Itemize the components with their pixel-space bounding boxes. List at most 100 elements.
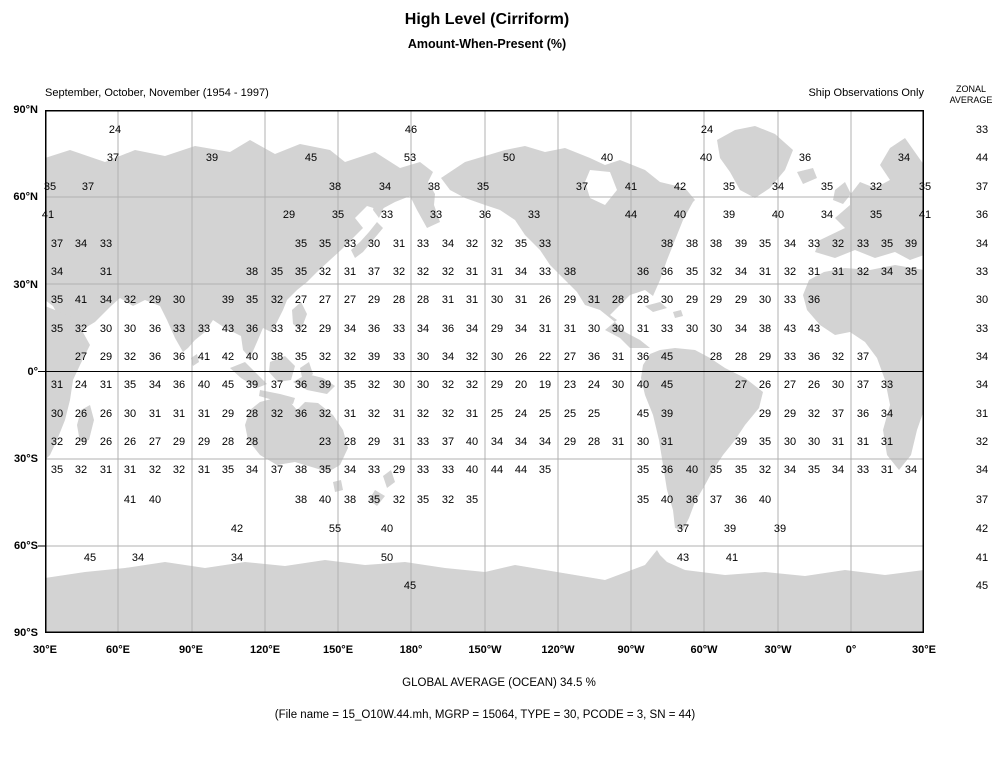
grid-value: 32: [318, 351, 332, 363]
grid-value: 35: [758, 238, 772, 250]
grid-value: 35: [50, 464, 64, 476]
grid-value: 40: [318, 494, 332, 506]
grid-value: 29: [783, 408, 797, 420]
grid-value: 39: [734, 436, 748, 448]
grid-value: 33: [416, 464, 430, 476]
grid-value: 32: [367, 379, 381, 391]
zonal-average-value: 44: [975, 152, 989, 164]
grid-value: 35: [245, 294, 259, 306]
grid-value: 43: [676, 552, 690, 564]
grid-value: 31: [831, 436, 845, 448]
latitude-axis-label: 0°: [27, 366, 38, 378]
grid-value: 31: [172, 408, 186, 420]
grid-value: 40: [758, 494, 772, 506]
grid-value: 34: [734, 323, 748, 335]
grid-value: 41: [123, 494, 137, 506]
grid-value: 33: [429, 209, 443, 221]
world-map-svg: [38, 110, 924, 633]
grid-value: 32: [270, 294, 284, 306]
grid-value: 32: [416, 266, 430, 278]
grid-value: 35: [270, 266, 284, 278]
grid-value: 36: [807, 294, 821, 306]
grid-value: 55: [328, 523, 342, 535]
grid-value: 35: [758, 436, 772, 448]
grid-value: 32: [123, 294, 137, 306]
grid-value: 25: [490, 408, 504, 420]
grid-value: 32: [758, 464, 772, 476]
grid-value: 30: [50, 408, 64, 420]
grid-value: 35: [904, 266, 918, 278]
grid-value: 39: [221, 294, 235, 306]
grid-value: 32: [172, 464, 186, 476]
grid-value: 40: [685, 464, 699, 476]
grid-value: 29: [758, 351, 772, 363]
zonal-average-value: 33: [975, 266, 989, 278]
longitude-axis-label: 30°E: [33, 644, 57, 656]
grid-value: 29: [197, 436, 211, 448]
grid-value: 33: [538, 266, 552, 278]
grid-value: 33: [527, 209, 541, 221]
grid-value: 31: [880, 436, 894, 448]
grid-value: 36: [660, 464, 674, 476]
grid-value: 35: [476, 181, 490, 193]
grid-value: 34: [148, 379, 162, 391]
grid-value: 45: [660, 379, 674, 391]
grid-value: 35: [734, 464, 748, 476]
grid-value: 29: [282, 209, 296, 221]
grid-value: 34: [897, 152, 911, 164]
grid-value: 31: [99, 379, 113, 391]
grid-value: 39: [904, 238, 918, 250]
grid-value: 37: [856, 351, 870, 363]
grid-value: 34: [880, 266, 894, 278]
grid-value: 32: [465, 379, 479, 391]
grid-value: 31: [465, 294, 479, 306]
grid-value: 36: [294, 408, 308, 420]
grid-value: 27: [563, 351, 577, 363]
grid-value: 27: [783, 379, 797, 391]
grid-value: 33: [392, 323, 406, 335]
grid-value: 25: [587, 408, 601, 420]
grid-value: 30: [172, 294, 186, 306]
grid-value: 32: [74, 464, 88, 476]
file-info-label: (File name = 15_O10W.44.mh, MGRP = 15064…: [274, 709, 696, 721]
grid-value: 40: [660, 494, 674, 506]
grid-value: 37: [81, 181, 95, 193]
grid-value: 20: [514, 379, 528, 391]
grid-value: 37: [367, 266, 381, 278]
longitude-axis-label: 0°: [845, 644, 857, 656]
grid-value: 39: [723, 523, 737, 535]
zonal-average-column-header: ZONAL AVERAGE: [949, 84, 993, 105]
grid-value: 32: [856, 266, 870, 278]
grid-value: 31: [148, 408, 162, 420]
grid-value: 35: [807, 464, 821, 476]
grid-value: 35: [514, 238, 528, 250]
grid-value: 29: [392, 464, 406, 476]
grid-value: 33: [380, 209, 394, 221]
zonal-average-value: 37: [975, 494, 989, 506]
grid-value: 34: [131, 552, 145, 564]
grid-value: 33: [367, 464, 381, 476]
grid-value: 35: [318, 238, 332, 250]
grid-value: 44: [514, 464, 528, 476]
grid-value: 26: [74, 408, 88, 420]
grid-value: 30: [392, 379, 406, 391]
grid-value: 29: [367, 436, 381, 448]
grid-value: 35: [294, 266, 308, 278]
grid-value: 31: [441, 294, 455, 306]
grid-value: 34: [343, 464, 357, 476]
grid-value: 36: [734, 494, 748, 506]
longitude-axis-label: 150°E: [322, 644, 354, 656]
latitude-gridlines: [45, 196, 924, 547]
grid-value: 30: [660, 294, 674, 306]
world-map: [38, 110, 924, 633]
grid-value: 38: [343, 494, 357, 506]
zonal-average-value: 33: [975, 124, 989, 136]
grid-value: 35: [636, 494, 650, 506]
grid-value: 28: [587, 436, 601, 448]
grid-value: 31: [563, 323, 577, 335]
grid-value: 46: [404, 124, 418, 136]
grid-value: 32: [270, 408, 284, 420]
grid-value: 29: [148, 294, 162, 306]
grid-value: 28: [221, 436, 235, 448]
grid-value: 36: [294, 379, 308, 391]
